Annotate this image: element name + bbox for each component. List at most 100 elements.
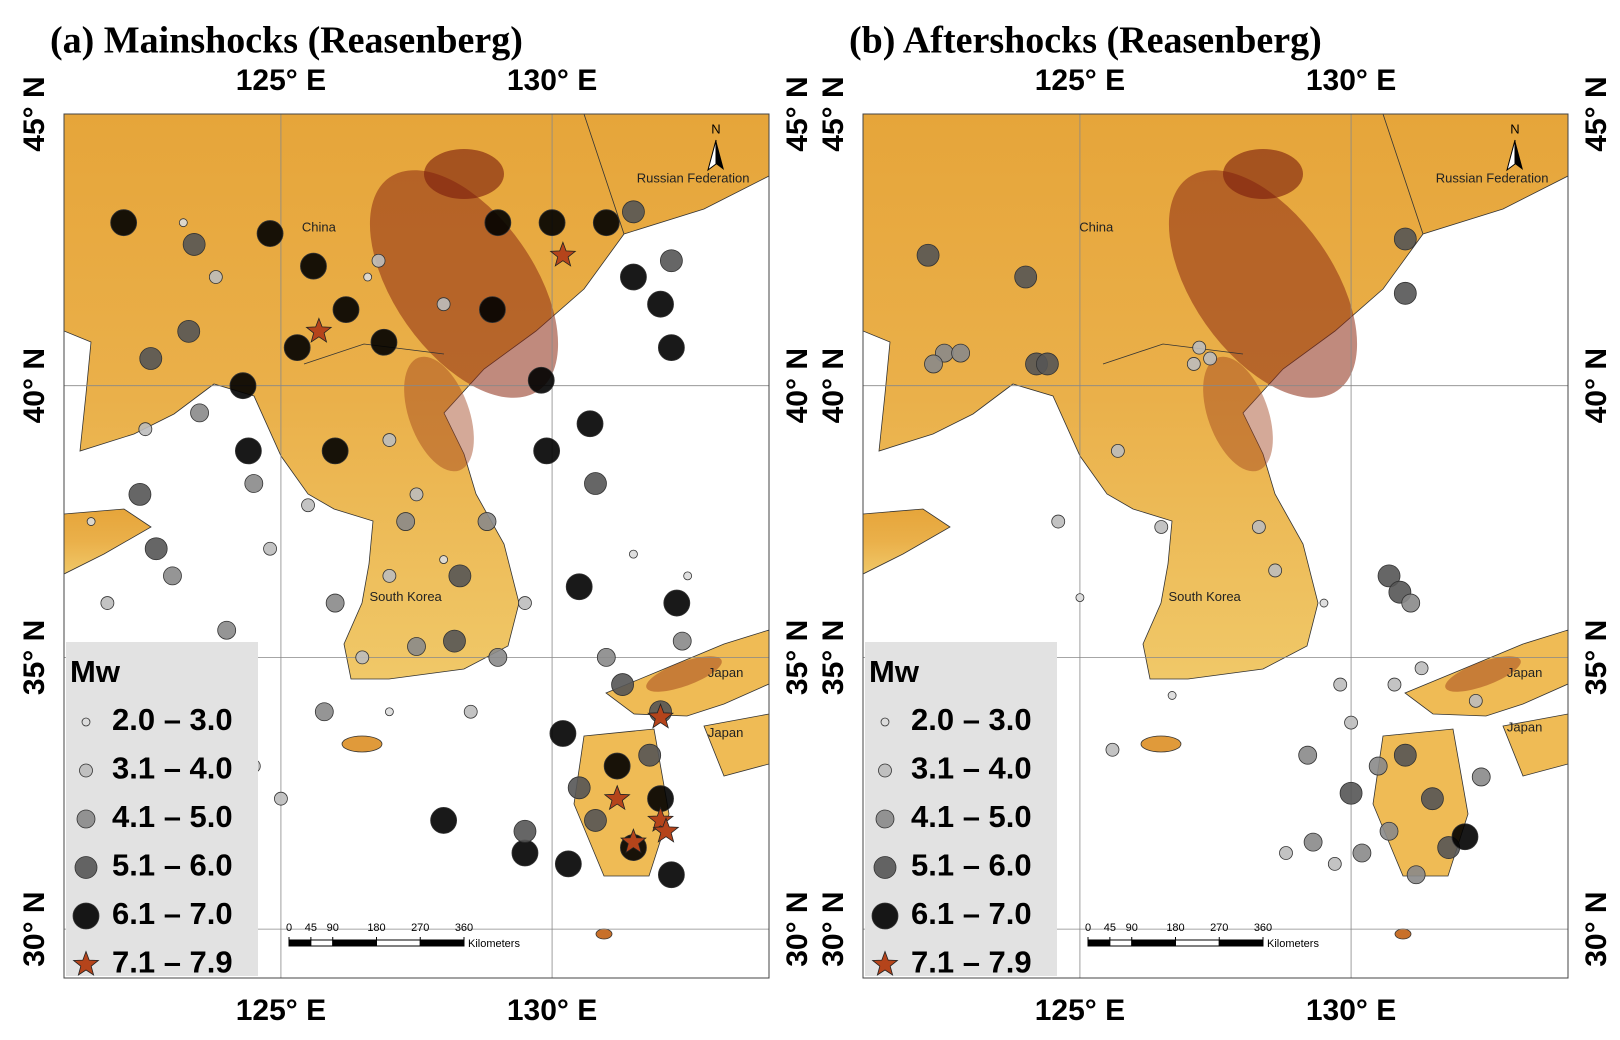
earthquake (396, 512, 416, 531)
earthquake (1368, 756, 1388, 776)
north-arrow (1515, 140, 1523, 170)
legend: Mw 2.0 – 3.0 3.1 – 4.0 4.1 – 5.0 5.1 – 6.0 6.… (865, 642, 1057, 980)
earthquake (533, 437, 561, 465)
lat-tick-label: 30° N (18, 891, 51, 966)
lat-tick-label: 35° N (781, 620, 814, 695)
earthquake (314, 702, 334, 722)
earthquake (488, 647, 508, 667)
earthquake (652, 817, 680, 843)
lat-tick-label: 40° N (18, 348, 51, 423)
earthquake (363, 272, 373, 282)
legend-label: 7.1 – 7.9 (911, 945, 1032, 980)
earthquake (384, 707, 394, 717)
legend-title: Mw (70, 654, 121, 689)
lat-tick-label: 35° N (817, 620, 850, 695)
north-arrow (716, 140, 724, 170)
scale-segment (288, 939, 312, 947)
legend-label: 3.1 – 4.0 (911, 751, 1032, 786)
earthquake (1471, 767, 1491, 787)
earthquake (549, 241, 577, 267)
earthquake (439, 555, 449, 564)
scale-unit: Kilometers (468, 938, 520, 950)
map-panel: (b) Aftershocks (Reasenberg) China Russian… (817, 20, 1613, 1027)
earthquake (305, 317, 333, 343)
earthquake (647, 290, 674, 318)
earthquake (620, 828, 647, 854)
earthquake (1035, 352, 1059, 376)
earthquake (190, 403, 209, 423)
scale-label: 45 (1104, 922, 1116, 934)
earthquake (477, 512, 497, 531)
earthquake (1401, 593, 1421, 613)
place-label: Japan (708, 725, 743, 740)
place-label: South Korea (370, 589, 443, 604)
earthquake (620, 263, 647, 291)
earthquake (332, 296, 360, 324)
earthquake (603, 784, 631, 811)
earthquake (325, 593, 345, 613)
earthquake (1319, 598, 1329, 608)
earthquake (565, 573, 593, 601)
earthquake (1377, 564, 1401, 588)
place-label: China (1079, 220, 1114, 235)
earthquake (659, 249, 683, 273)
place-label: Japan (708, 665, 743, 680)
legend-label: 7.1 – 7.9 (112, 945, 233, 980)
earthquake (1303, 832, 1323, 852)
earthquake (1379, 821, 1399, 841)
earthquake (1327, 856, 1342, 871)
earthquake (549, 720, 577, 747)
north-label: N (711, 121, 720, 136)
earthquake (138, 422, 153, 437)
legend-title: Mw (869, 654, 920, 689)
legend-symbol (72, 902, 100, 930)
legend-label: 3.1 – 4.0 (112, 751, 233, 786)
earthquake (217, 620, 237, 640)
earthquake (683, 571, 693, 581)
legend-label: 6.1 – 7.0 (911, 896, 1032, 931)
earthquake (596, 647, 616, 667)
earthquake (1344, 715, 1358, 730)
earthquake (1387, 677, 1402, 692)
scale-segment (1175, 939, 1220, 947)
earthquake (370, 328, 398, 356)
earthquake (629, 549, 638, 559)
scale-label: 270 (411, 922, 429, 934)
earthquake (355, 650, 370, 665)
earthquake (234, 437, 262, 465)
earthquake (407, 637, 426, 656)
earthquake (916, 243, 940, 267)
earthquake (1186, 357, 1201, 371)
earthquake (584, 472, 607, 495)
lat-tick-label: 45° N (781, 76, 814, 151)
scale-label: 45 (305, 922, 317, 934)
scale-label: 90 (1126, 922, 1138, 934)
earthquake (1167, 691, 1177, 700)
earthquake (1333, 677, 1348, 692)
panel-title: (a) Mainshocks (Reasenberg) (50, 20, 523, 62)
scale-segment (1131, 939, 1176, 947)
earthquake (951, 343, 971, 363)
lat-tick-label: 35° N (18, 620, 51, 695)
earthquake (443, 629, 466, 653)
earthquake (592, 209, 620, 237)
lon-tick-label: 130° E (1306, 994, 1396, 1027)
map-panel: (a) Mainshocks (Reasenberg) China Russian … (18, 20, 814, 1027)
legend-label: 5.1 – 6.0 (911, 848, 1032, 883)
lon-tick-label: 130° E (507, 64, 597, 97)
legend-label: 5.1 – 6.0 (112, 848, 233, 883)
map-frame (862, 113, 1569, 979)
map-area: China Russian Federation South Korea Japan J… (863, 114, 1568, 978)
earthquake (672, 631, 692, 651)
earthquake (430, 807, 458, 834)
map-frame (63, 113, 770, 979)
scale-segment (1218, 939, 1264, 947)
earthquake (110, 209, 138, 237)
earthquake (178, 218, 188, 228)
legend-symbol (74, 856, 98, 879)
earthquake (382, 568, 397, 583)
earthquake (611, 673, 634, 696)
legend-symbol (880, 717, 890, 727)
earthquake (1192, 340, 1207, 355)
earthquake (1393, 743, 1417, 767)
